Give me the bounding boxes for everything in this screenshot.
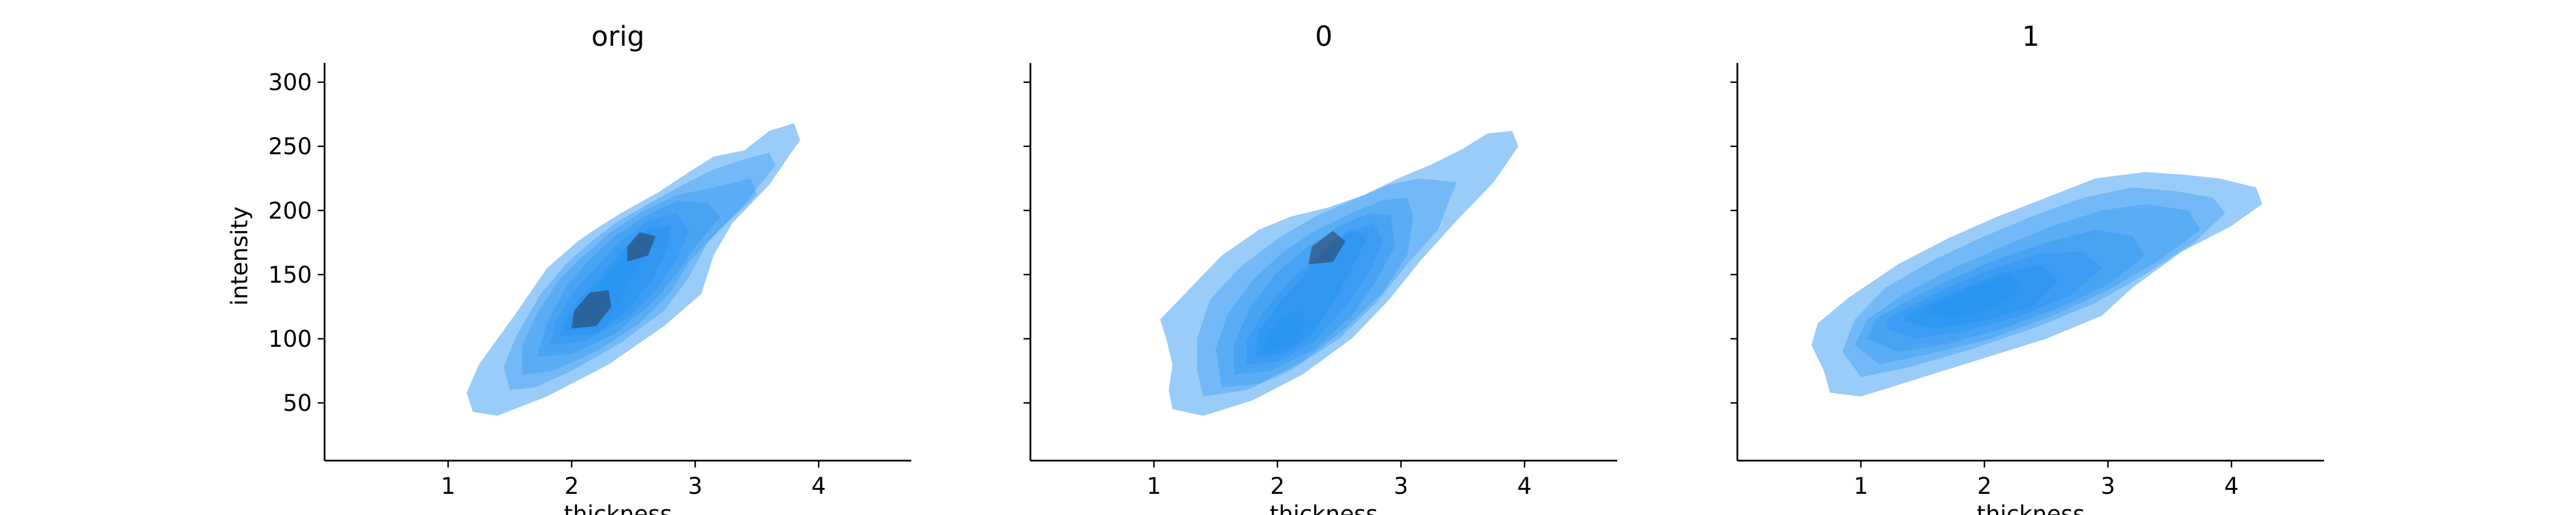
contour-level-7	[571, 290, 611, 329]
x-tick-label: 4	[1517, 473, 1531, 500]
contour-level-6	[1922, 274, 2022, 319]
panel-title: 1	[2022, 21, 2040, 53]
x-tick-label: 1	[1147, 473, 1161, 500]
x-tick-label: 2	[1977, 473, 1992, 500]
y-tick-label: 100	[268, 326, 312, 352]
contour-group	[467, 123, 800, 416]
contour-group	[1160, 130, 1519, 416]
y-tick-label: 200	[268, 198, 312, 224]
contour-level-3	[1867, 229, 2146, 352]
panel-title: 0	[1315, 21, 1333, 53]
contour-level-6	[1262, 310, 1305, 352]
y-tick-label: 300	[268, 70, 312, 96]
x-tick-label: 1	[441, 473, 455, 500]
contour-level-4	[1885, 251, 2102, 339]
panel-1: 1 2 3 4 0 thickness	[1024, 21, 1617, 515]
y-tick-label: 50	[283, 390, 312, 417]
x-tick-label: 3	[1394, 473, 1408, 500]
x-tick-label: 4	[811, 473, 825, 500]
contour-level-7	[1308, 231, 1346, 264]
panel-0: 1 2 3 4 50 100 150 200 250 300 orig thickness intens…	[227, 21, 911, 515]
contour-level-0	[467, 123, 800, 416]
contour-level-0	[1811, 172, 2263, 397]
x-tick-label: 3	[688, 473, 702, 500]
x-axis-label: thickness	[1270, 501, 1378, 515]
contour-level-3	[1234, 213, 1395, 375]
panel-2: 1 2 3 4 1 thickness	[1730, 21, 2324, 515]
x-tick-label: 1	[1854, 473, 1868, 500]
contour-level-5	[1904, 264, 2059, 329]
contour-level-1	[1842, 187, 2226, 378]
x-tick-label: 2	[564, 473, 579, 500]
y-tick-label: 250	[268, 134, 312, 160]
contour-level-8	[627, 232, 656, 262]
contour-level-1	[1197, 178, 1457, 397]
contour-level-5	[1255, 228, 1366, 357]
contour-level-2	[1855, 204, 2201, 365]
contour-level-4	[1246, 223, 1382, 365]
y-tick-label: 150	[268, 262, 312, 288]
x-axis-label: thickness	[1977, 501, 2085, 515]
contour-level-2	[1215, 197, 1413, 388]
panel-title: orig	[591, 21, 645, 53]
y-axis-label: intensity	[227, 207, 253, 306]
x-axis-label: thickness	[564, 501, 672, 515]
contour-group	[1811, 172, 2263, 397]
contour-level-1	[503, 152, 776, 390]
x-tick-label: 4	[2224, 473, 2238, 500]
contour-level-0	[1160, 130, 1519, 416]
x-tick-label: 2	[1270, 473, 1285, 500]
x-tick-label: 3	[2101, 473, 2115, 500]
